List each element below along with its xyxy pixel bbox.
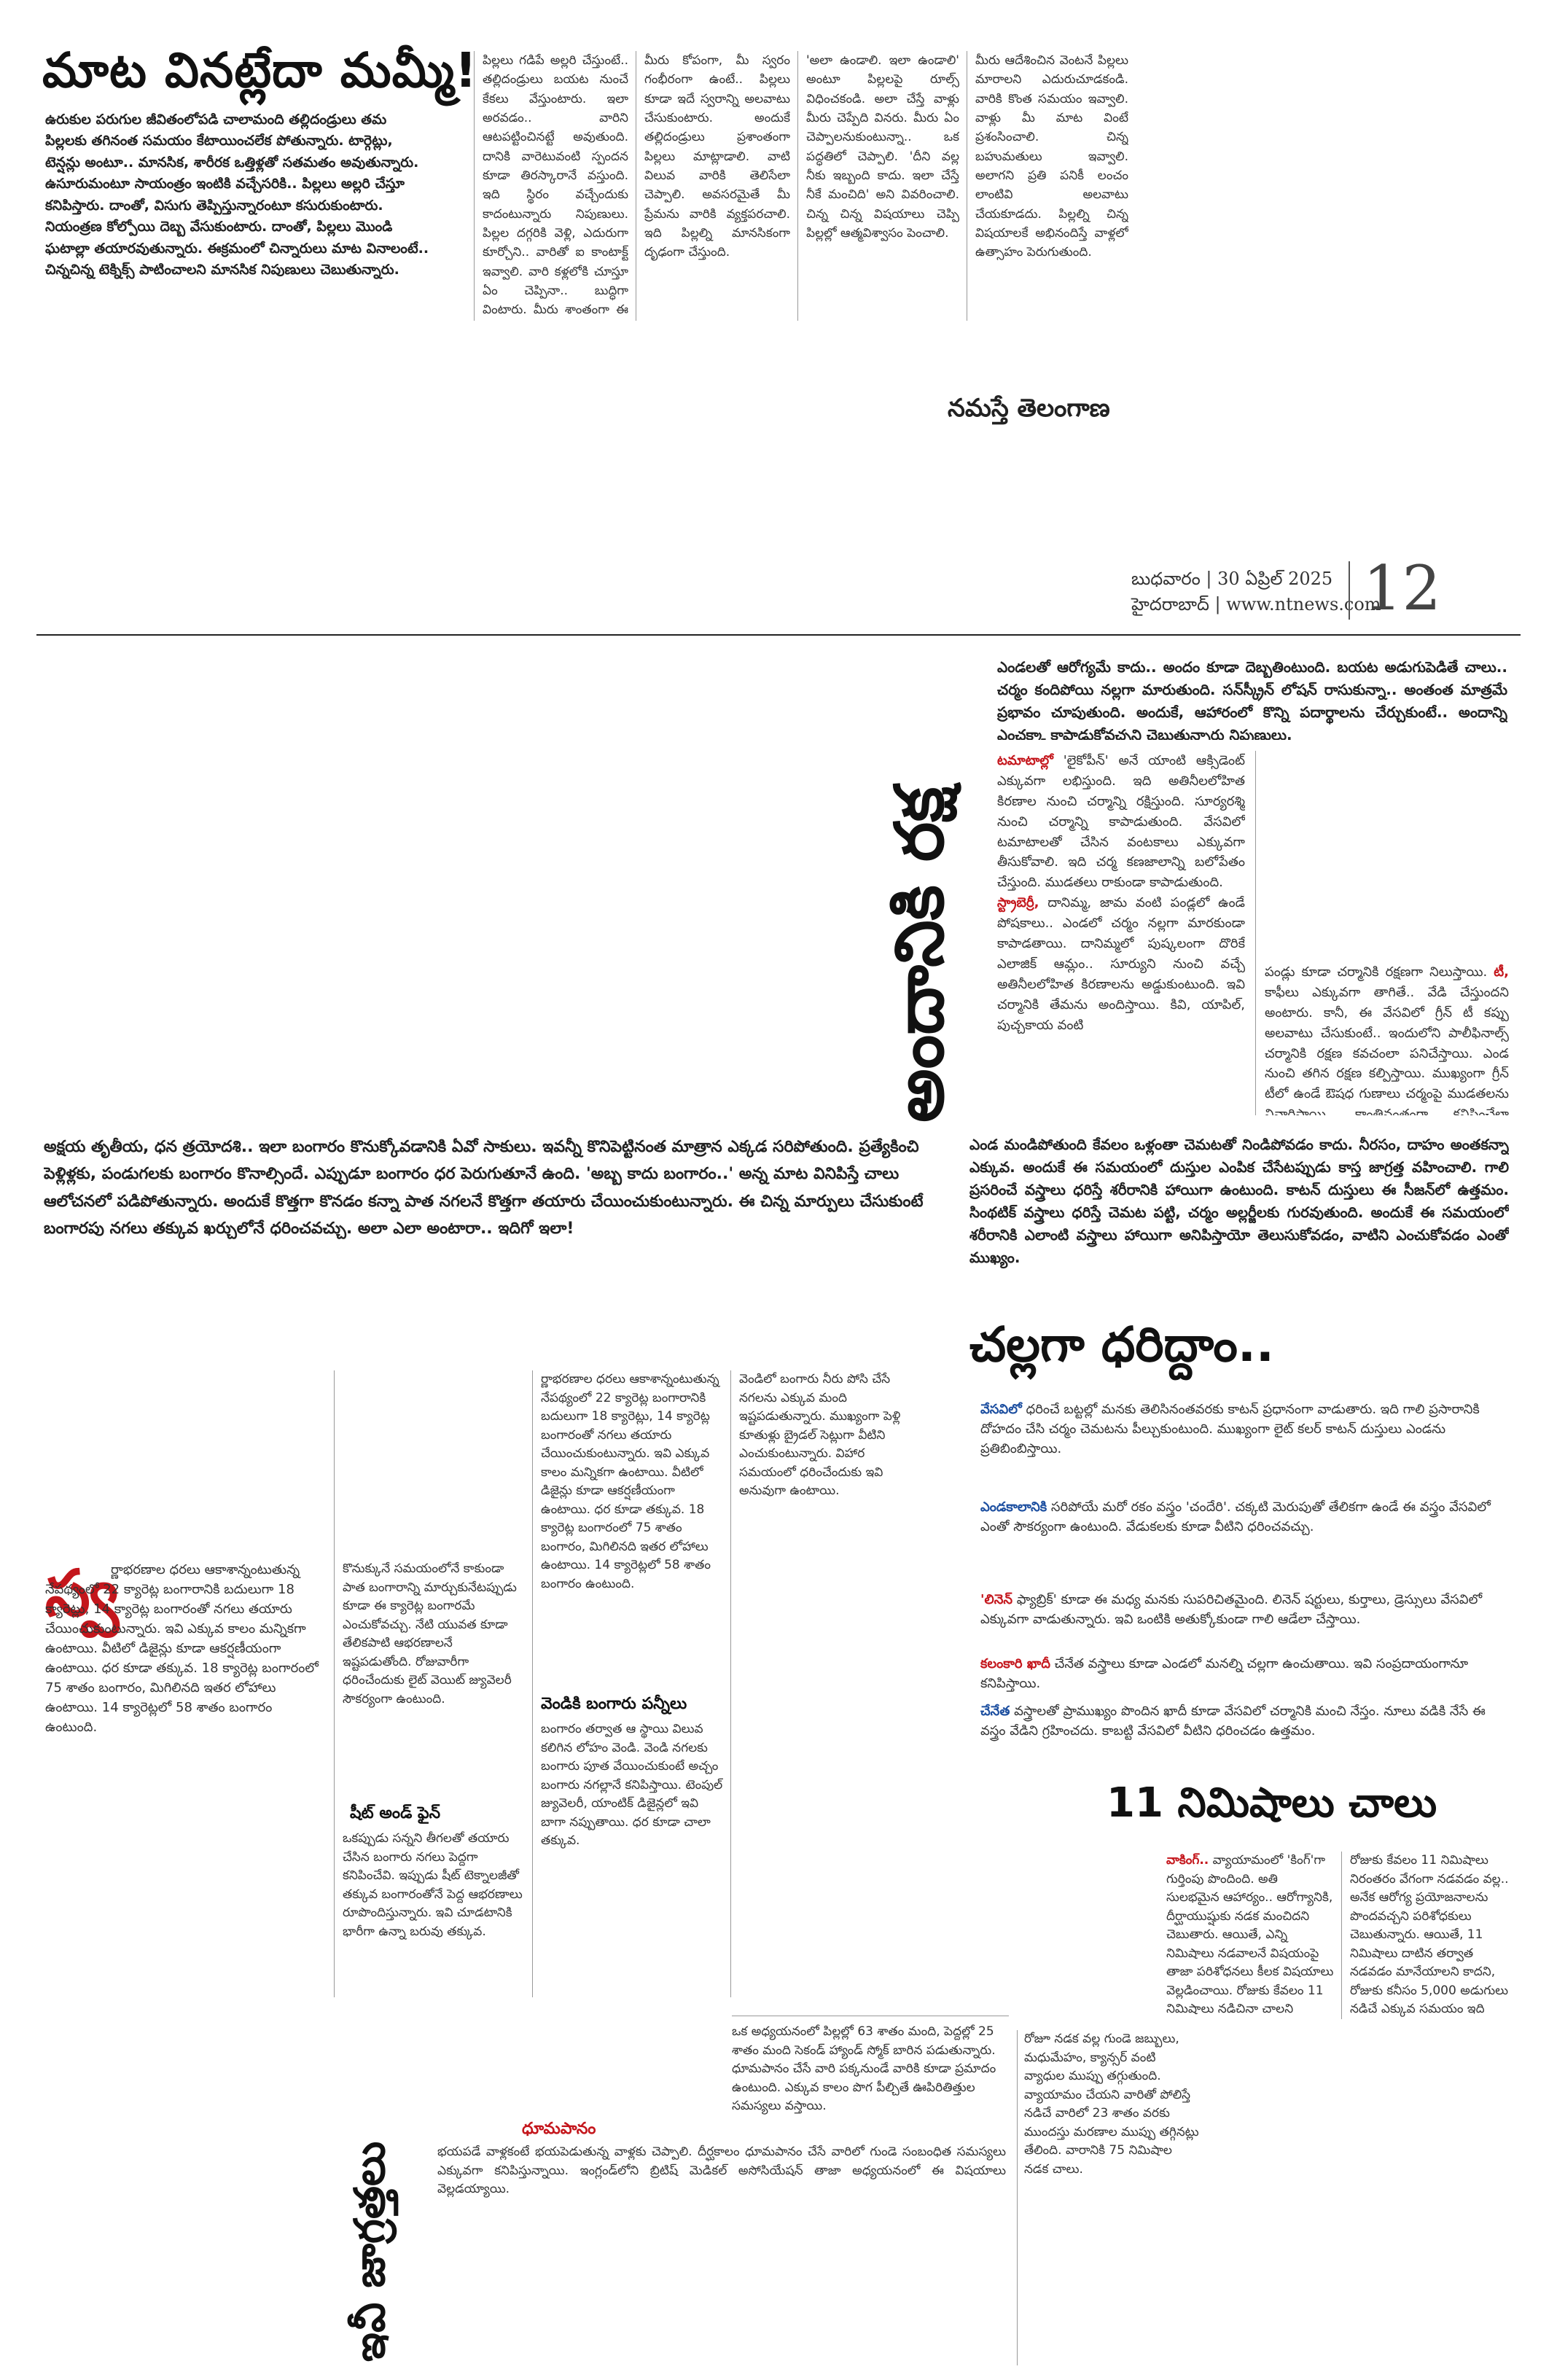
gold-section-5: వెండిలో బంగారు నీరు పోసి చేసే నగలను ఎక్క… bbox=[739, 1372, 901, 1498]
gold-section-top: ర్ణాభరణాల ధరలు ఆకాశాన్నంటుతున్న నేపథ్యంల… bbox=[541, 1372, 719, 1591]
walk-text-1: వ్యాయామంలో 'కింగ్'గా గుర్తింపు పొందింది.… bbox=[1166, 1853, 1334, 2016]
masthead-divider bbox=[1349, 561, 1350, 620]
health-text-2: భయపడే వాళ్లకంటే భయపెడుతున్న వాళ్లకు చెప్… bbox=[437, 2145, 1006, 2196]
health-text-1: ఒక అధ్యయనంలో పిల్లల్లో 63 శాతం మంది, పెద… bbox=[732, 2024, 996, 2113]
cotton-item-text: వస్త్రాలతో ప్రాముఖ్యం పొందిన ఖాదీ కూడా వ… bbox=[980, 1704, 1486, 1739]
summer-col1b-lead: స్ట్రాబెర్రీ, bbox=[997, 895, 1039, 911]
top-lead-line: ఘటాల్లా తయారవుతున్నారు. ఈక్రమంలో చిన్నార… bbox=[45, 240, 429, 257]
summer-col2-text: పండ్లు కూడా చర్మానికి రక్షణగా నిలుస్తాయి… bbox=[1265, 964, 1488, 980]
top-column-4: మీరు ఆదేశించిన వెంటనే పిల్లలు మారాలని ఎద… bbox=[975, 53, 1128, 260]
gold-section-4: బంగారం తర్వాత ఆ స్థాయి విలువ కలిగిన లోహం… bbox=[541, 1722, 723, 1848]
cotton-item: ఎండకాలానికి సరిపోయే మరో రకం వస్త్రం 'చంద… bbox=[980, 1497, 1505, 1581]
masthead-city: హైదరాబాద్ | www.ntnews.com bbox=[1131, 594, 1381, 614]
gold-section-2: కొనుక్కునే సమయంలోనే కాకుండా పాత బంగారాన్… bbox=[343, 1561, 517, 1706]
summer-intro: ఎండలతో ఆరోగ్యమే కాదు.. అందం కూడా దెబ్బతి… bbox=[997, 658, 1507, 740]
top-lead-line: టెన్షన్లు అంటూ.. మానసిక, శారీరక ఒత్తిళ్ల… bbox=[45, 154, 419, 171]
walk-col-2: రోజుకు కేవలం 11 నిమిషాలు నిరంతరం వేగంగా … bbox=[1350, 1853, 1509, 2016]
walk-col-1: వాకింగ్.. వ్యాయామంలో 'కింగ్'గా గుర్తింపు… bbox=[1166, 1852, 1334, 2019]
health-vertical-title: ఇవీ జాగ్రత్తలు bbox=[345, 2141, 394, 2362]
top-column-3: 'అలా ఉండాలి. ఇలా ఉండాలి' అంటూ పిల్లలపై ర… bbox=[806, 53, 959, 241]
gold-section-1: ర్ణాభరణాల ధరలు ఆకాశాన్నంటుతున్న నేపథ్యంల… bbox=[45, 1562, 319, 1735]
health-text-3: రోజూ నడక వల్ల గుండె జబ్బులు, మధుమేహం, క్… bbox=[1024, 2032, 1199, 2177]
column-divider bbox=[1017, 2030, 1018, 2365]
cotton-item-lead: చేనేత bbox=[980, 1704, 1010, 1719]
health-title: ధూమపానం bbox=[522, 2120, 596, 2138]
walk-headline: 11 నిమిషాలు చాలు bbox=[1107, 1779, 1437, 1827]
column-divider bbox=[730, 1370, 731, 1997]
column-divider bbox=[532, 1370, 533, 1997]
gold-section-4-title: వెండికి బంగారు పన్నీలు bbox=[541, 1695, 687, 1713]
walk-lead: వాకింగ్.. bbox=[1166, 1853, 1209, 1868]
cotton-item-lead: ఎండకాలానికి bbox=[980, 1499, 1047, 1515]
column-divider bbox=[1341, 1852, 1342, 2019]
top-headline: మాట వినట్లేదా మమ్మీ! bbox=[42, 42, 478, 98]
cotton-item: కలంకారి ఖాదీ చేనేత వస్త్రాలు కూడా ఎండలో … bbox=[980, 1654, 1505, 1694]
masthead-date: బుధవారం | 30 ఏప్రిల్ 2025 bbox=[1131, 569, 1333, 589]
summer-col1-lead: టమాటాల్లో bbox=[997, 753, 1053, 768]
summer-col1-text: 'లైకోపీన్' అనే యాంటి ఆక్సిడెంట్ ఎక్కువగా… bbox=[997, 753, 1245, 891]
top-lead-line: నియంత్రణ కోల్పోయి దెబ్బ వేసుకుంటారు. దాం… bbox=[45, 219, 393, 235]
cotton-item-text: సరిపోయే మరో రకం వస్త్రం 'చందేరి'. చక్కటి… bbox=[980, 1499, 1491, 1534]
cotton-item: వేసవిలో ధరించే బట్టల్లో మనకు తెలిసినంతవర… bbox=[980, 1400, 1505, 1487]
gold-section-3-title: షీట్ అండ్ ఫైన్ bbox=[350, 1804, 441, 1822]
cotton-item-lead: వేసవిలో bbox=[980, 1402, 1022, 1417]
top-lead-line: ఉరుకుల పరుగుల జీవితంలోపడి చాలామంది తల్లి… bbox=[45, 112, 387, 128]
cotton-item: చేనేత వస్త్రాలతో ప్రాముఖ్యం పొందిన ఖాదీ … bbox=[980, 1701, 1505, 1760]
cotton-item-text: చేనేత వస్త్రాలు కూడా ఎండలో మనల్ని చల్లగా… bbox=[980, 1656, 1469, 1691]
gold-section-3: ఒకప్పుడు సన్నని తీగలతో తయారు చేసిన బంగార… bbox=[343, 1831, 523, 1939]
summer-vertical-title: అందానికి రక్ష bbox=[881, 787, 959, 1123]
masthead-brand: నమస్తే తెలంగాణ bbox=[948, 394, 1110, 423]
page-number: 12 bbox=[1363, 553, 1441, 624]
top-column-1: పిల్లలు గడిపే అల్లరి చేస్తుంటే.. తల్లిదం… bbox=[483, 53, 628, 318]
column-divider bbox=[334, 1370, 335, 1997]
top-lead-line: పిల్లలకు తగినంత సమయం కేటాయించలేక పోతున్న… bbox=[45, 133, 393, 149]
cotton-intro: ఎండ మండిపోతుంది కేవలం ఒళ్లంతా చెమటతో నిం… bbox=[969, 1136, 1509, 1266]
cotton-headline: చల్లగా ధరిద్దాం.. bbox=[969, 1316, 1274, 1373]
summer-col1b-text: దానిమ్మ, జామ వంటి పండ్లలో ఉండే పోషకాలు..… bbox=[997, 895, 1245, 1033]
gold-intro: అక్షయ తృతీయ, ధన త్రయోదశి.. ఇలా బంగారం కొ… bbox=[44, 1138, 924, 1238]
top-lead-line: చిన్నచిన్న టెక్నిక్స్ పాటించాలని మానసిక … bbox=[45, 262, 399, 278]
summer-col2b-text: కాఫీలు ఎక్కువగా తాగితే.. వేడి చేస్తుందని… bbox=[1265, 984, 1509, 1115]
cotton-item-text: ఫ్యాబ్రిక్' కూడా ఈ మధ్య మనకు సుపరిచితమైం… bbox=[980, 1592, 1483, 1627]
summer-col2-lead: టీ, bbox=[1494, 964, 1509, 980]
cotton-item-lead: 'లినెన్ bbox=[980, 1592, 1012, 1607]
cotton-item-text: ధరించే బట్టల్లో మనకు తెలిసినంతవరకు కాటన్… bbox=[980, 1402, 1480, 1456]
cotton-item-lead: కలంకారి ఖాదీ bbox=[980, 1656, 1050, 1671]
top-lead-line: ఉసూరుమంటూ సాయంత్రం ఇంటికి వచ్చేసరికి.. ప… bbox=[45, 176, 405, 192]
gold-drop-letter: స్వ bbox=[45, 1556, 120, 1631]
column-divider bbox=[1255, 751, 1256, 1115]
column-divider bbox=[797, 51, 798, 321]
column-divider bbox=[474, 51, 475, 321]
top-column-2: మీరు కోపంగా, మీ స్వరం గంభీరంగా ఉంటే.. పి… bbox=[644, 53, 790, 260]
summer-col-2: పండ్లు కూడా చర్మానికి రక్షణగా నిలుస్తాయి… bbox=[1265, 962, 1509, 1115]
summer-col-1: టమాటాల్లో 'లైకోపీన్' అనే యాంటి ఆక్సిడెంట… bbox=[997, 751, 1245, 1115]
cotton-item: 'లినెన్ ఫ్యాబ్రిక్' కూడా ఈ మధ్య మనకు సుప… bbox=[980, 1590, 1505, 1648]
top-lead-line: కనిపిస్తారు. దాంతో, విసుగు తెప్పిస్తున్న… bbox=[45, 197, 383, 214]
page-rule bbox=[36, 634, 1521, 636]
cotton-items: వేసవిలో ధరించే బట్టల్లో మనకు తెలిసినంతవర… bbox=[980, 1400, 1505, 1760]
top-lead: ఉరుకుల పరుగుల జీవితంలోపడి చాలామంది తల్లి… bbox=[45, 109, 475, 281]
